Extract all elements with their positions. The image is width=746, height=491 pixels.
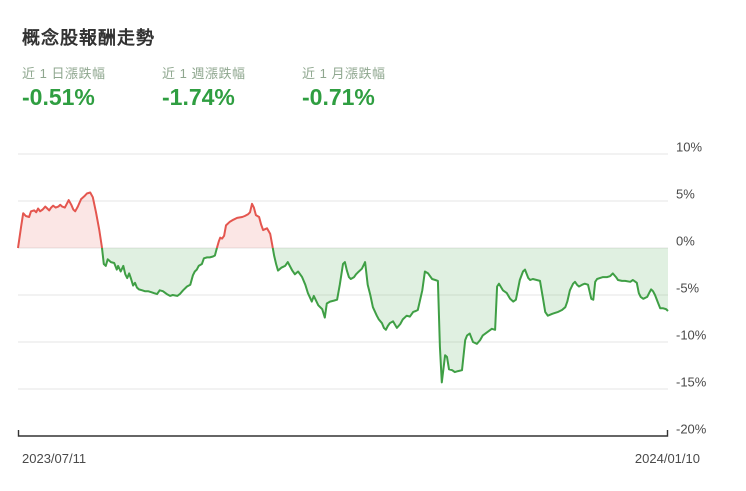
page-title: 概念股報酬走勢: [22, 28, 155, 48]
svg-text:0%: 0%: [676, 234, 695, 249]
y-gridlines: [18, 153, 668, 390]
area-fill-negative: [18, 248, 668, 383]
series-line-negative: [18, 248, 669, 384]
stat-1month-value: -0.71%: [302, 84, 375, 110]
returns-chart: 10% 5% 0% -5% -10% -15% -20% 2023/07/11 2024/0…: [0, 130, 746, 485]
svg-text:10%: 10%: [676, 140, 702, 155]
stat-1week-value: -1.74%: [162, 84, 235, 110]
svg-text:-15%: -15%: [676, 375, 707, 390]
x-axis: [17, 430, 669, 437]
x-axis-label-start: 2023/07/11: [22, 451, 86, 466]
svg-text:5%: 5%: [676, 187, 695, 202]
stat-1week-label: 近 1 週漲跌幅: [162, 66, 246, 81]
stat-1week: 近 1 週漲跌幅 -1.74%: [162, 66, 302, 111]
stat-1day: 近 1 日漲跌幅 -0.51%: [22, 66, 162, 111]
svg-text:-5%: -5%: [676, 281, 700, 296]
stat-1month-label: 近 1 月漲跌幅: [302, 66, 386, 81]
y-axis-labels: 10% 5% 0% -5% -10% -15% -20%: [676, 140, 707, 437]
svg-text:-20%: -20%: [676, 422, 707, 437]
x-axis-label-end: 2024/01/10: [635, 451, 700, 466]
stat-1day-label: 近 1 日漲跌幅: [22, 66, 106, 81]
stats-row: 近 1 日漲跌幅 -0.51% 近 1 週漲跌幅 -1.74% 近 1 月漲跌幅…: [22, 66, 442, 111]
stat-1month: 近 1 月漲跌幅 -0.71%: [302, 66, 442, 111]
svg-text:-10%: -10%: [676, 328, 707, 343]
stat-1day-value: -0.51%: [22, 84, 95, 110]
